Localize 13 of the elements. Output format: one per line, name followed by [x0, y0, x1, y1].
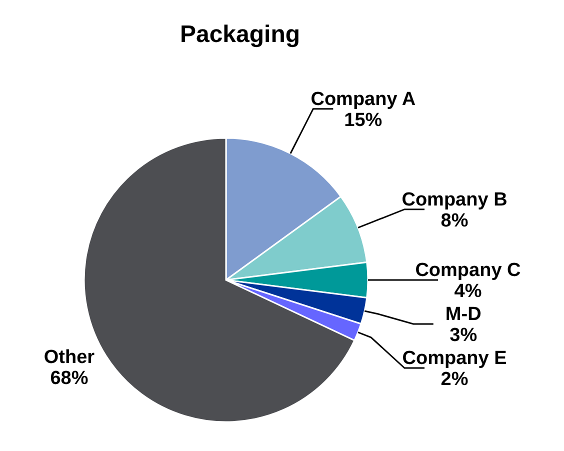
slice-label: Other: [44, 346, 96, 368]
data-label: 8%: [440, 210, 468, 232]
slice-label: M-D: [445, 304, 482, 325]
chart-title: Packaging: [180, 21, 300, 48]
data-label: 68%: [50, 368, 88, 389]
data-label: 4%: [454, 281, 482, 302]
slice-label: Company E: [402, 348, 507, 369]
slice-label: Company A: [310, 88, 416, 110]
data-label: 3%: [450, 325, 478, 346]
data-label: 15%: [344, 110, 382, 131]
data-label: 2%: [440, 369, 468, 390]
slice-label: Company C: [415, 260, 522, 281]
slice-label: Company B: [402, 189, 508, 210]
